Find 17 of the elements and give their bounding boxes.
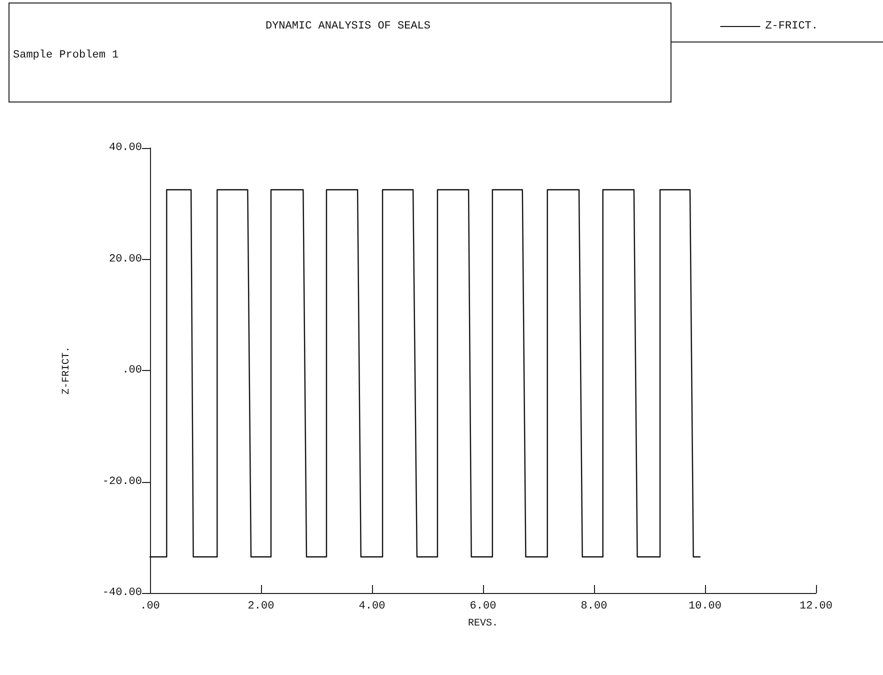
x-tick-label: .00 [140,600,160,612]
y-axis-title: Z-FRICT. [62,346,72,395]
x-tick-label: 12.00 [799,600,833,612]
y-tick-label: -20.00 [102,476,142,488]
y-tick-label: .00 [122,364,142,376]
y-tick-label: 40.00 [108,142,142,154]
x-tick-label: 6.00 [470,600,496,612]
x-tick-label: 2.00 [248,600,274,612]
x-tick-label: 4.00 [358,600,386,612]
chart-subtitle: Sample Problem 1 [13,50,120,62]
chart-title: DYNAMIC ANALYSIS OF SEALS [265,20,431,32]
x-tick-label: 8.00 [580,600,608,612]
x-axis-title: REVS. [468,618,498,630]
legend-label: Z-FRICT. [765,20,818,32]
x-tick-label: 10.00 [688,600,722,612]
y-tick-label: 20.00 [108,253,142,266]
y-tick-label: -40.00 [102,587,142,599]
